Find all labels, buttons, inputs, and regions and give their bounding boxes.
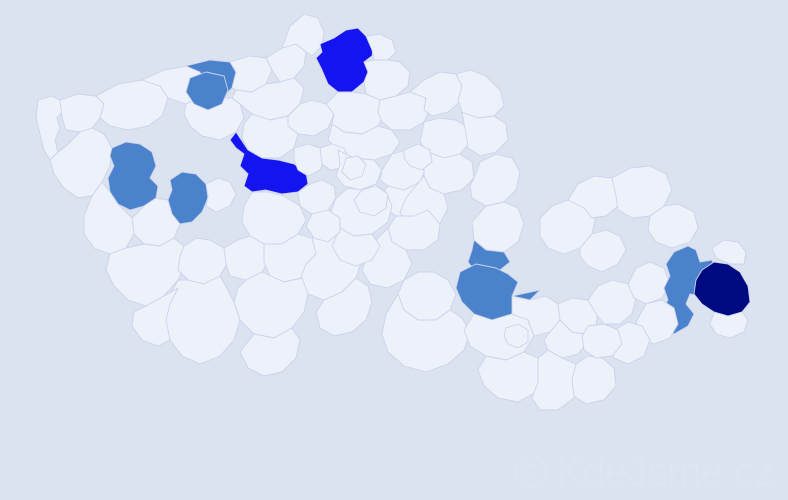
district-ostrava[interactable]	[711, 239, 747, 265]
district-karvina[interactable]	[709, 311, 749, 339]
district-plzen-mesto[interactable]	[167, 171, 209, 225]
district-jh-south[interactable]	[315, 277, 373, 337]
district-cb-south[interactable]	[239, 327, 301, 377]
district-frydek-mistek[interactable]	[693, 261, 751, 317]
district-jablonec[interactable]	[365, 33, 397, 61]
copyright-icon	[513, 455, 547, 488]
district-hodonin[interactable]	[531, 349, 583, 411]
district-ceske-budejovice[interactable]	[233, 271, 309, 339]
district-rokycany[interactable]	[205, 177, 237, 213]
district-prachatice[interactable]	[131, 287, 179, 347]
district-opava[interactable]	[647, 203, 699, 249]
district-pardubice[interactable]	[423, 151, 475, 195]
district-filler-b[interactable]	[403, 143, 433, 171]
district-filler-d[interactable]	[331, 227, 381, 267]
district-uherske-hradiste[interactable]	[571, 355, 617, 405]
district-cheb[interactable]	[35, 95, 63, 161]
district-sokolov[interactable]	[59, 93, 105, 133]
district-karlovy-vary[interactable]	[95, 79, 169, 131]
district-ceska-lipa[interactable]	[185, 71, 229, 111]
district-filler-e[interactable]	[305, 209, 341, 243]
district-domazlice[interactable]	[83, 181, 135, 255]
district-usti-nad-labem[interactable]	[265, 43, 307, 83]
district-olomouc-north[interactable]	[579, 229, 627, 273]
district-znojmo[interactable]	[381, 293, 471, 373]
district-prerov[interactable]	[627, 261, 671, 305]
district-brno-mesto[interactable]	[503, 323, 529, 349]
district-praha-zapad[interactable]	[293, 143, 327, 177]
district-decin[interactable]	[281, 13, 325, 57]
watermark: KdeJsme.cz	[513, 448, 775, 494]
district-kladno[interactable]	[241, 113, 299, 159]
district-rakovnik[interactable]	[229, 131, 309, 195]
district-filler-a[interactable]	[341, 155, 367, 181]
district-usti-nad-orlici[interactable]	[469, 153, 521, 207]
district-rychnov[interactable]	[461, 111, 509, 157]
district-kromeriz[interactable]	[581, 323, 623, 359]
district-filler-c[interactable]	[353, 185, 389, 217]
watermark-text: KdeJsme.cz	[555, 448, 775, 494]
district-olomouc[interactable]	[587, 279, 637, 325]
district-svitavy[interactable]	[471, 201, 525, 253]
district-nachod[interactable]	[455, 69, 505, 119]
